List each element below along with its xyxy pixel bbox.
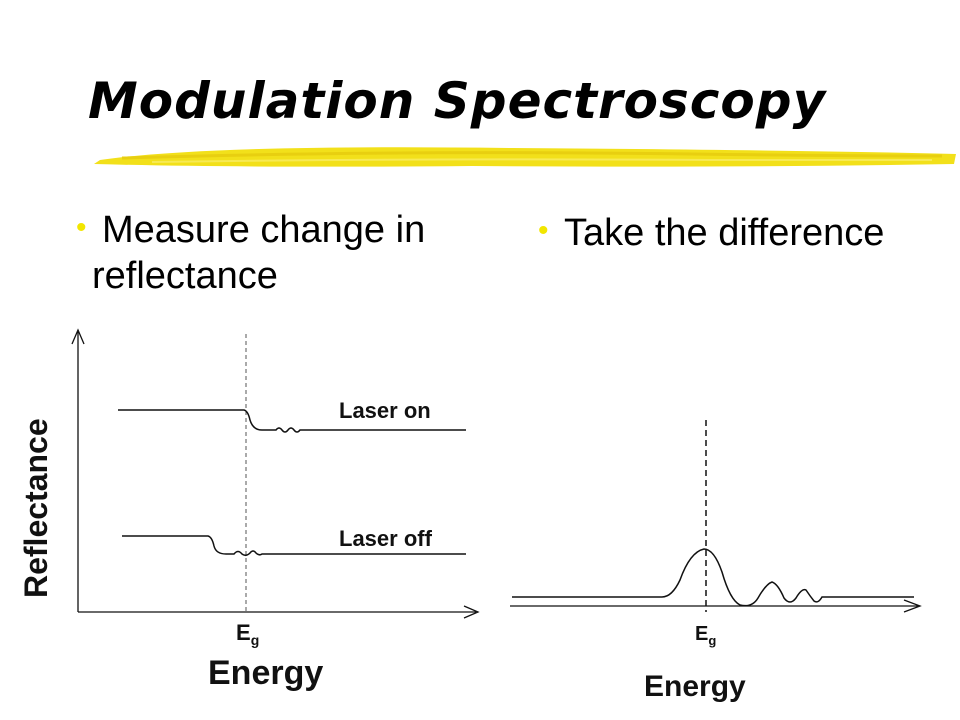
- reflectance-axis-label: Reflectance: [18, 418, 54, 598]
- bullet-text-line1: Measure change in: [102, 209, 426, 251]
- laser-on-curve: [118, 409, 466, 433]
- right-x-axis-arrowhead: [903, 599, 922, 613]
- bullet-dot-icon: •: [76, 211, 87, 244]
- right-difference-diagram: Eg Energy: [510, 420, 922, 703]
- bullet-measure-change: • Measure change in reflectance: [76, 207, 492, 299]
- bullet-take-difference: • Take the difference: [538, 210, 885, 256]
- bullet-text-line2: reflectance: [92, 255, 278, 297]
- left-x-axis-arrowhead: [463, 605, 480, 619]
- left-eg-label: Eg: [236, 620, 259, 648]
- laser-off-label: Laser off: [339, 526, 433, 551]
- difference-signal-curve: [512, 548, 914, 607]
- yellow-brush-stroke: [94, 147, 956, 167]
- laser-on-label: Laser on: [339, 398, 431, 423]
- left-energy-label: Energy: [208, 654, 323, 692]
- left-y-axis-arrowhead: [71, 328, 85, 345]
- right-energy-label: Energy: [644, 670, 746, 703]
- slide-title: Modulation Spectroscopy: [88, 72, 827, 130]
- left-reflectance-diagram: Laser on Laser off Reflectance Eg Energy: [18, 328, 480, 692]
- laser-off-curve: [122, 535, 466, 557]
- bullet-dot-icon: •: [538, 214, 549, 247]
- bullet-text: Take the difference: [564, 212, 885, 254]
- right-eg-label: Eg: [695, 623, 716, 648]
